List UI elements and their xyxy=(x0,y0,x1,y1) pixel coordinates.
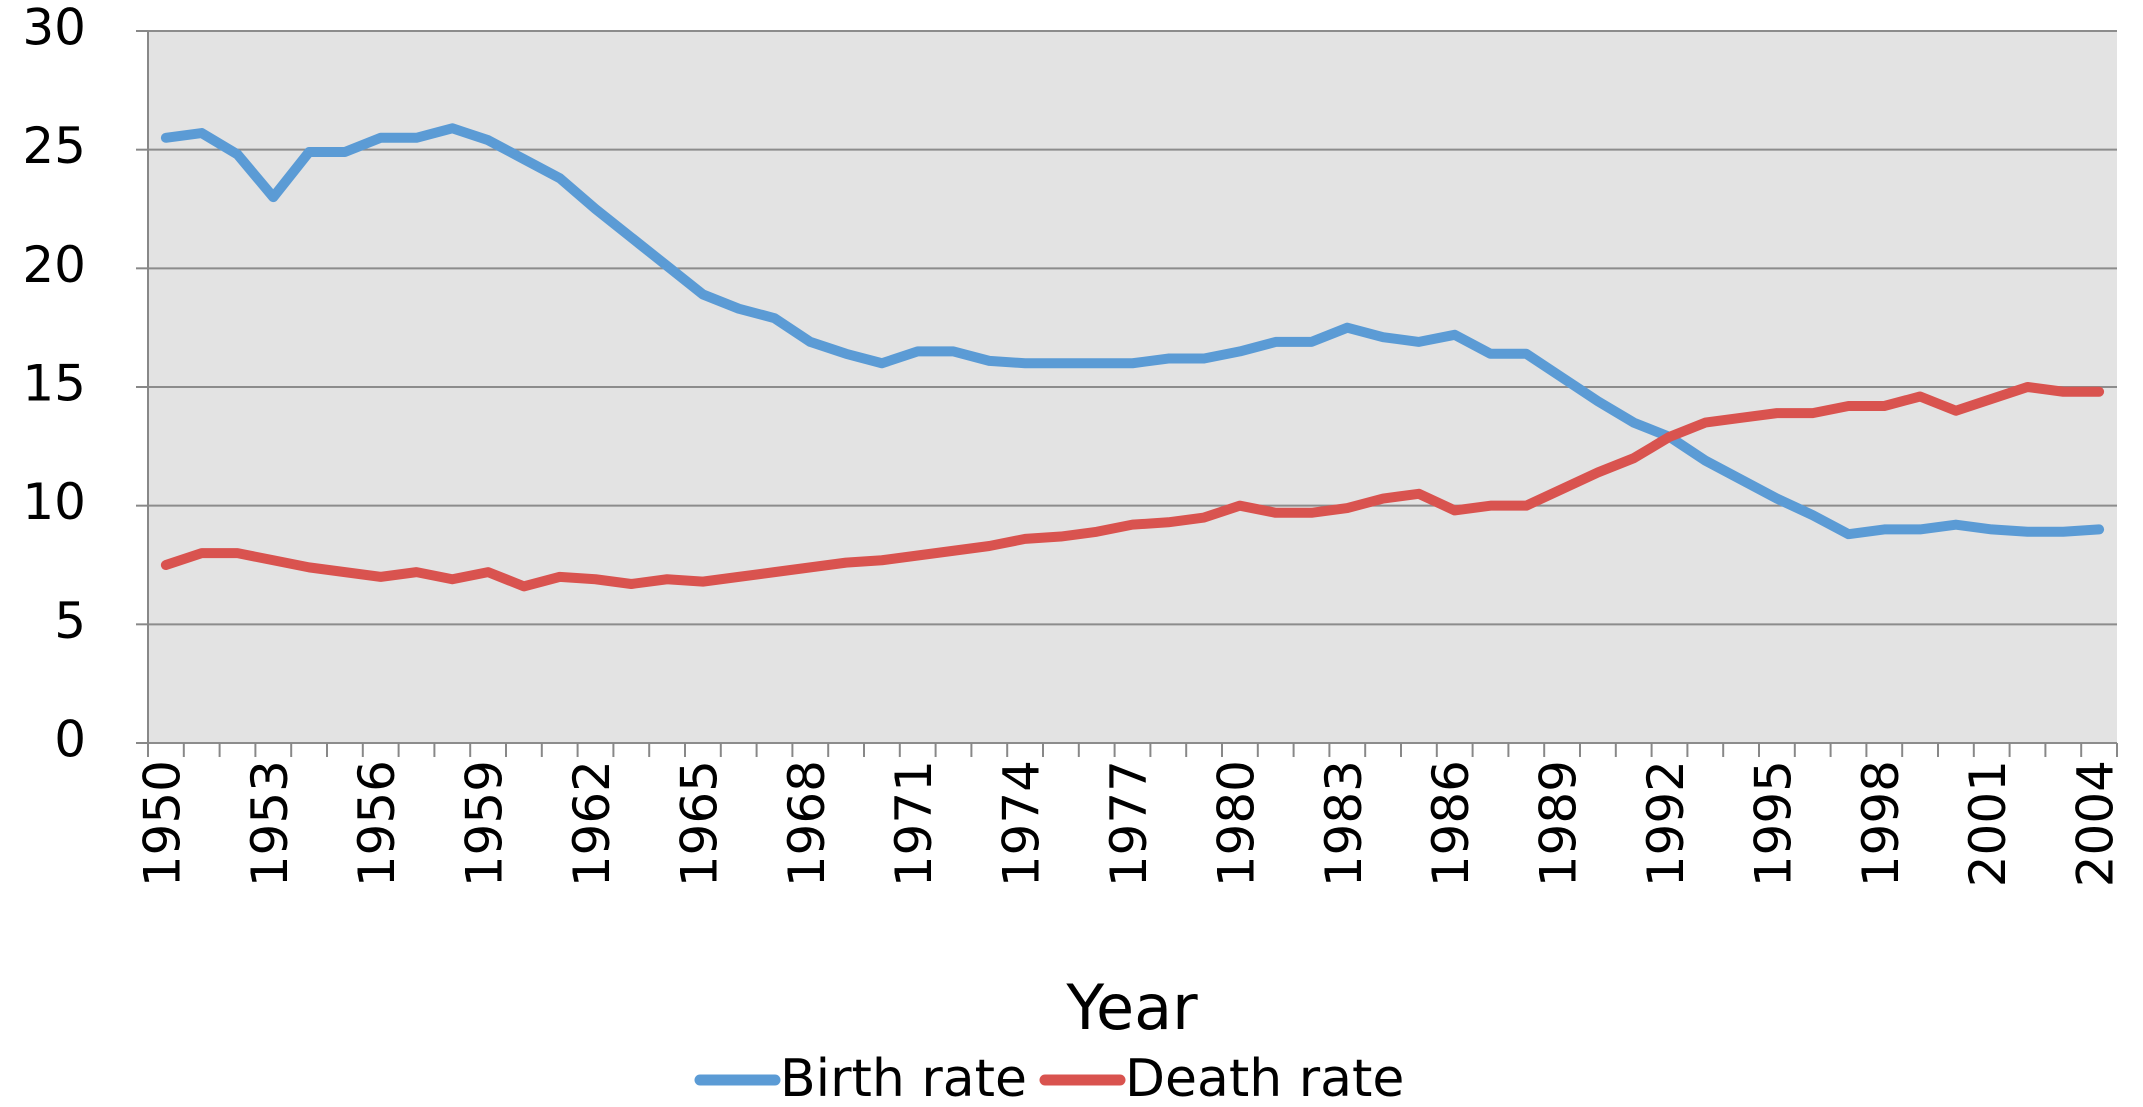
x-tick-label: 1989 xyxy=(1530,760,1588,887)
x-tick-label: 1980 xyxy=(1207,760,1265,887)
y-tick-label: 30 xyxy=(22,0,86,57)
x-tick-label: 1968 xyxy=(778,760,836,887)
x-tick-label: 1971 xyxy=(885,760,943,887)
x-tick-label: 1974 xyxy=(993,760,1051,887)
y-tick-label: 15 xyxy=(22,355,86,413)
x-tick-label: 1962 xyxy=(563,760,621,887)
x-tick-label: 1959 xyxy=(456,760,514,887)
legend-label: Birth rate xyxy=(780,1049,1027,1107)
legend-label: Death rate xyxy=(1125,1049,1404,1107)
x-tick-label: 1956 xyxy=(348,760,406,887)
y-tick-label: 0 xyxy=(54,711,86,769)
y-tick-label: 20 xyxy=(22,236,86,294)
x-tick-label: 1986 xyxy=(1422,760,1480,887)
y-tick-label: 5 xyxy=(54,592,86,650)
y-tick-label: 10 xyxy=(22,473,86,531)
x-tick-label: 1953 xyxy=(241,760,299,887)
y-tick-label: 25 xyxy=(22,117,86,175)
x-tick-label: 1983 xyxy=(1315,760,1373,887)
x-tick-label: 2001 xyxy=(1959,760,2017,887)
x-tick-label: 1995 xyxy=(1744,760,1802,887)
series-line xyxy=(160,382,2105,592)
x-tick-label: 1965 xyxy=(670,760,728,887)
series-line xyxy=(160,123,2105,540)
x-tick-label: 1977 xyxy=(1100,760,1158,887)
x-tick-label: 1992 xyxy=(1637,760,1695,887)
x-tick-label: 1998 xyxy=(1852,760,1910,887)
x-tick-label: 2004 xyxy=(2067,760,2125,887)
x-axis-title: Year xyxy=(1065,971,1198,1044)
x-tick-label: 1950 xyxy=(133,760,191,887)
